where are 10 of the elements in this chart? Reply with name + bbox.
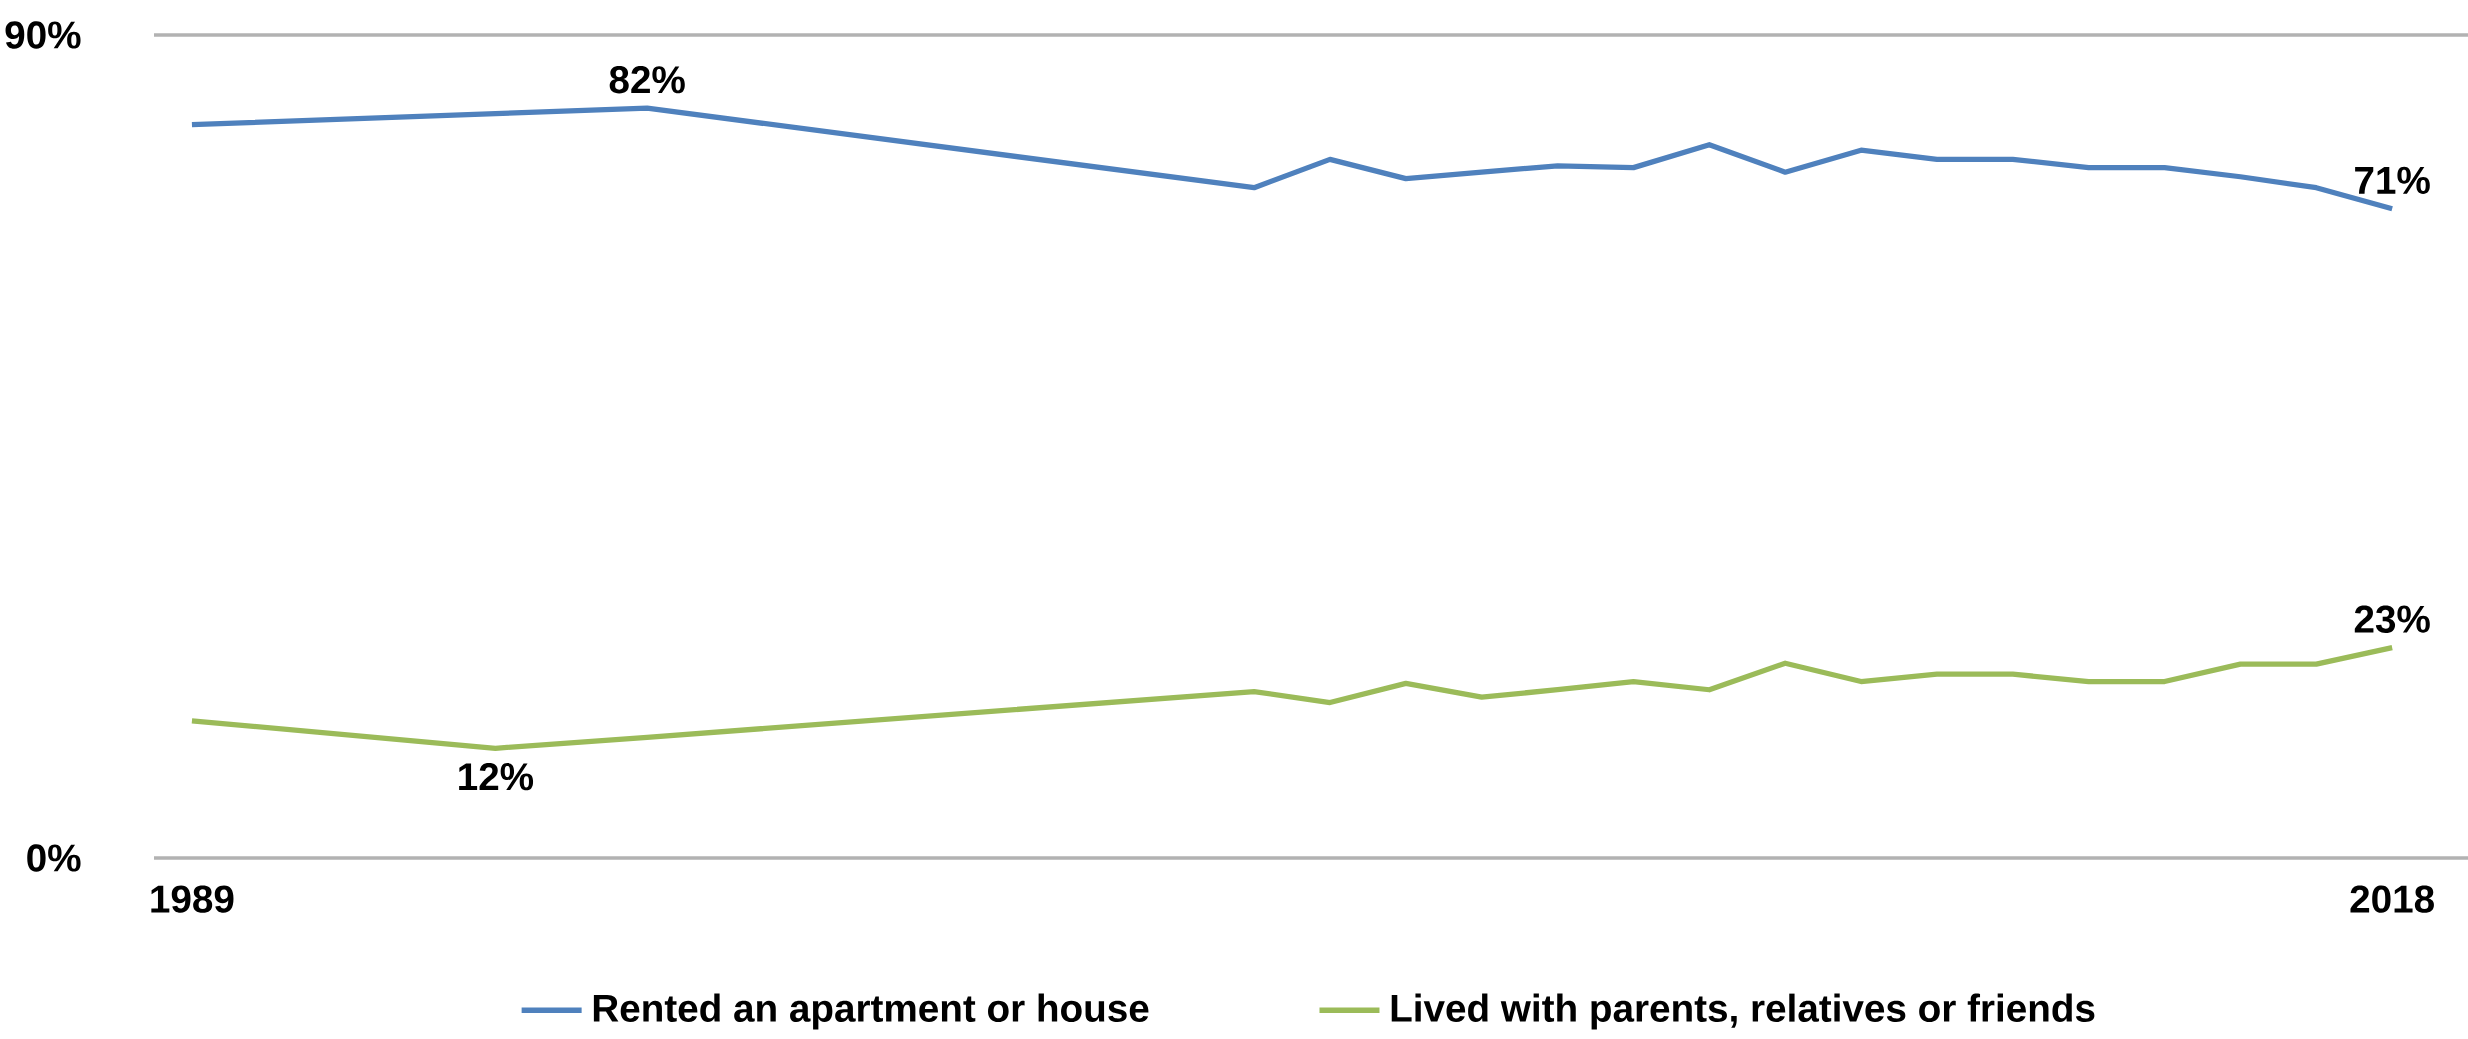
- x-tick-label: 1989: [151, 885, 234, 913]
- y-tick-label: 0%: [27, 844, 81, 872]
- legend-label: Rented an apartment or house: [593, 993, 1149, 1030]
- x-tick-label: 2018: [2350, 885, 2434, 913]
- legend-label: Lived with parents, relatives or friends: [1391, 993, 2095, 1030]
- data-label: 71%: [2355, 166, 2430, 194]
- y-tick-label: 90%: [5, 21, 81, 49]
- data-label: 82%: [609, 66, 685, 94]
- data-label: 12%: [459, 763, 534, 791]
- data-label: 23%: [2354, 605, 2430, 633]
